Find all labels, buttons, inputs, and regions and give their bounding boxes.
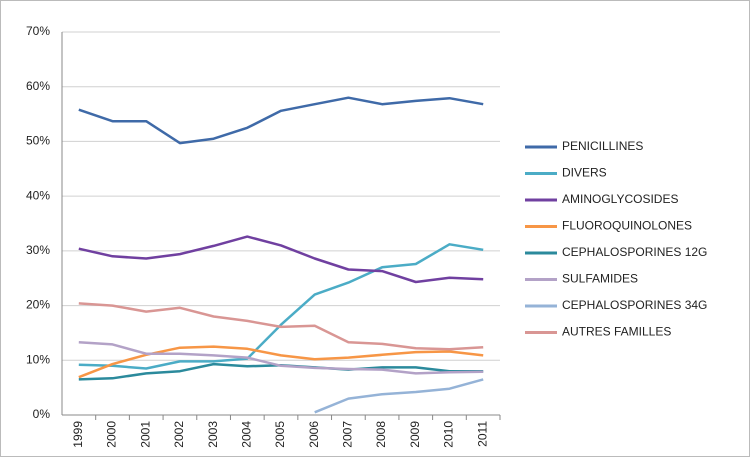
x-tick-label: 2007 — [341, 421, 355, 448]
x-tick-label: 2000 — [105, 421, 119, 448]
y-tick-label: 50% — [26, 134, 50, 148]
legend-label: AUTRES FAMILLES — [562, 325, 671, 339]
x-tick-label: 2009 — [408, 421, 422, 448]
legend-label: SULFAMIDES — [562, 272, 638, 286]
legend-label: FLUOROQUINOLONES — [562, 219, 692, 233]
x-tick-label: 2005 — [273, 421, 287, 448]
x-tick-label: 2011 — [475, 421, 489, 447]
x-tick-label: 2006 — [307, 421, 321, 448]
y-tick-label: 60% — [26, 79, 50, 93]
y-tick-label: 40% — [26, 188, 50, 202]
legend-label: CEPHALOSPORINES 12G — [562, 245, 707, 259]
y-tick-label: 0% — [33, 407, 51, 421]
x-tick-label: 2001 — [138, 421, 152, 448]
y-tick-label: 70% — [26, 24, 50, 38]
x-tick-label: 2008 — [374, 421, 388, 448]
legend-label: AMINOGLYCOSIDES — [562, 192, 678, 206]
x-tick-label: 2003 — [206, 421, 220, 448]
legend-label: CEPHALOSPORINES 34G — [562, 298, 707, 312]
y-tick-label: 30% — [26, 243, 50, 257]
y-tick-label: 10% — [26, 352, 50, 366]
x-tick-label: 1999 — [71, 421, 85, 448]
x-tick-label: 2004 — [239, 421, 253, 448]
x-tick-label: 2010 — [442, 421, 456, 448]
x-tick-label: 2002 — [172, 421, 186, 448]
series-line — [78, 302, 484, 351]
y-tick-label: 20% — [26, 298, 50, 312]
series-line — [78, 340, 484, 375]
legend-label: DIVERS — [562, 166, 607, 180]
series-line — [314, 378, 484, 414]
series-line — [78, 235, 484, 284]
series-line — [78, 243, 484, 370]
legend-label: PENICILLINES — [562, 139, 643, 153]
series-line — [78, 96, 484, 145]
